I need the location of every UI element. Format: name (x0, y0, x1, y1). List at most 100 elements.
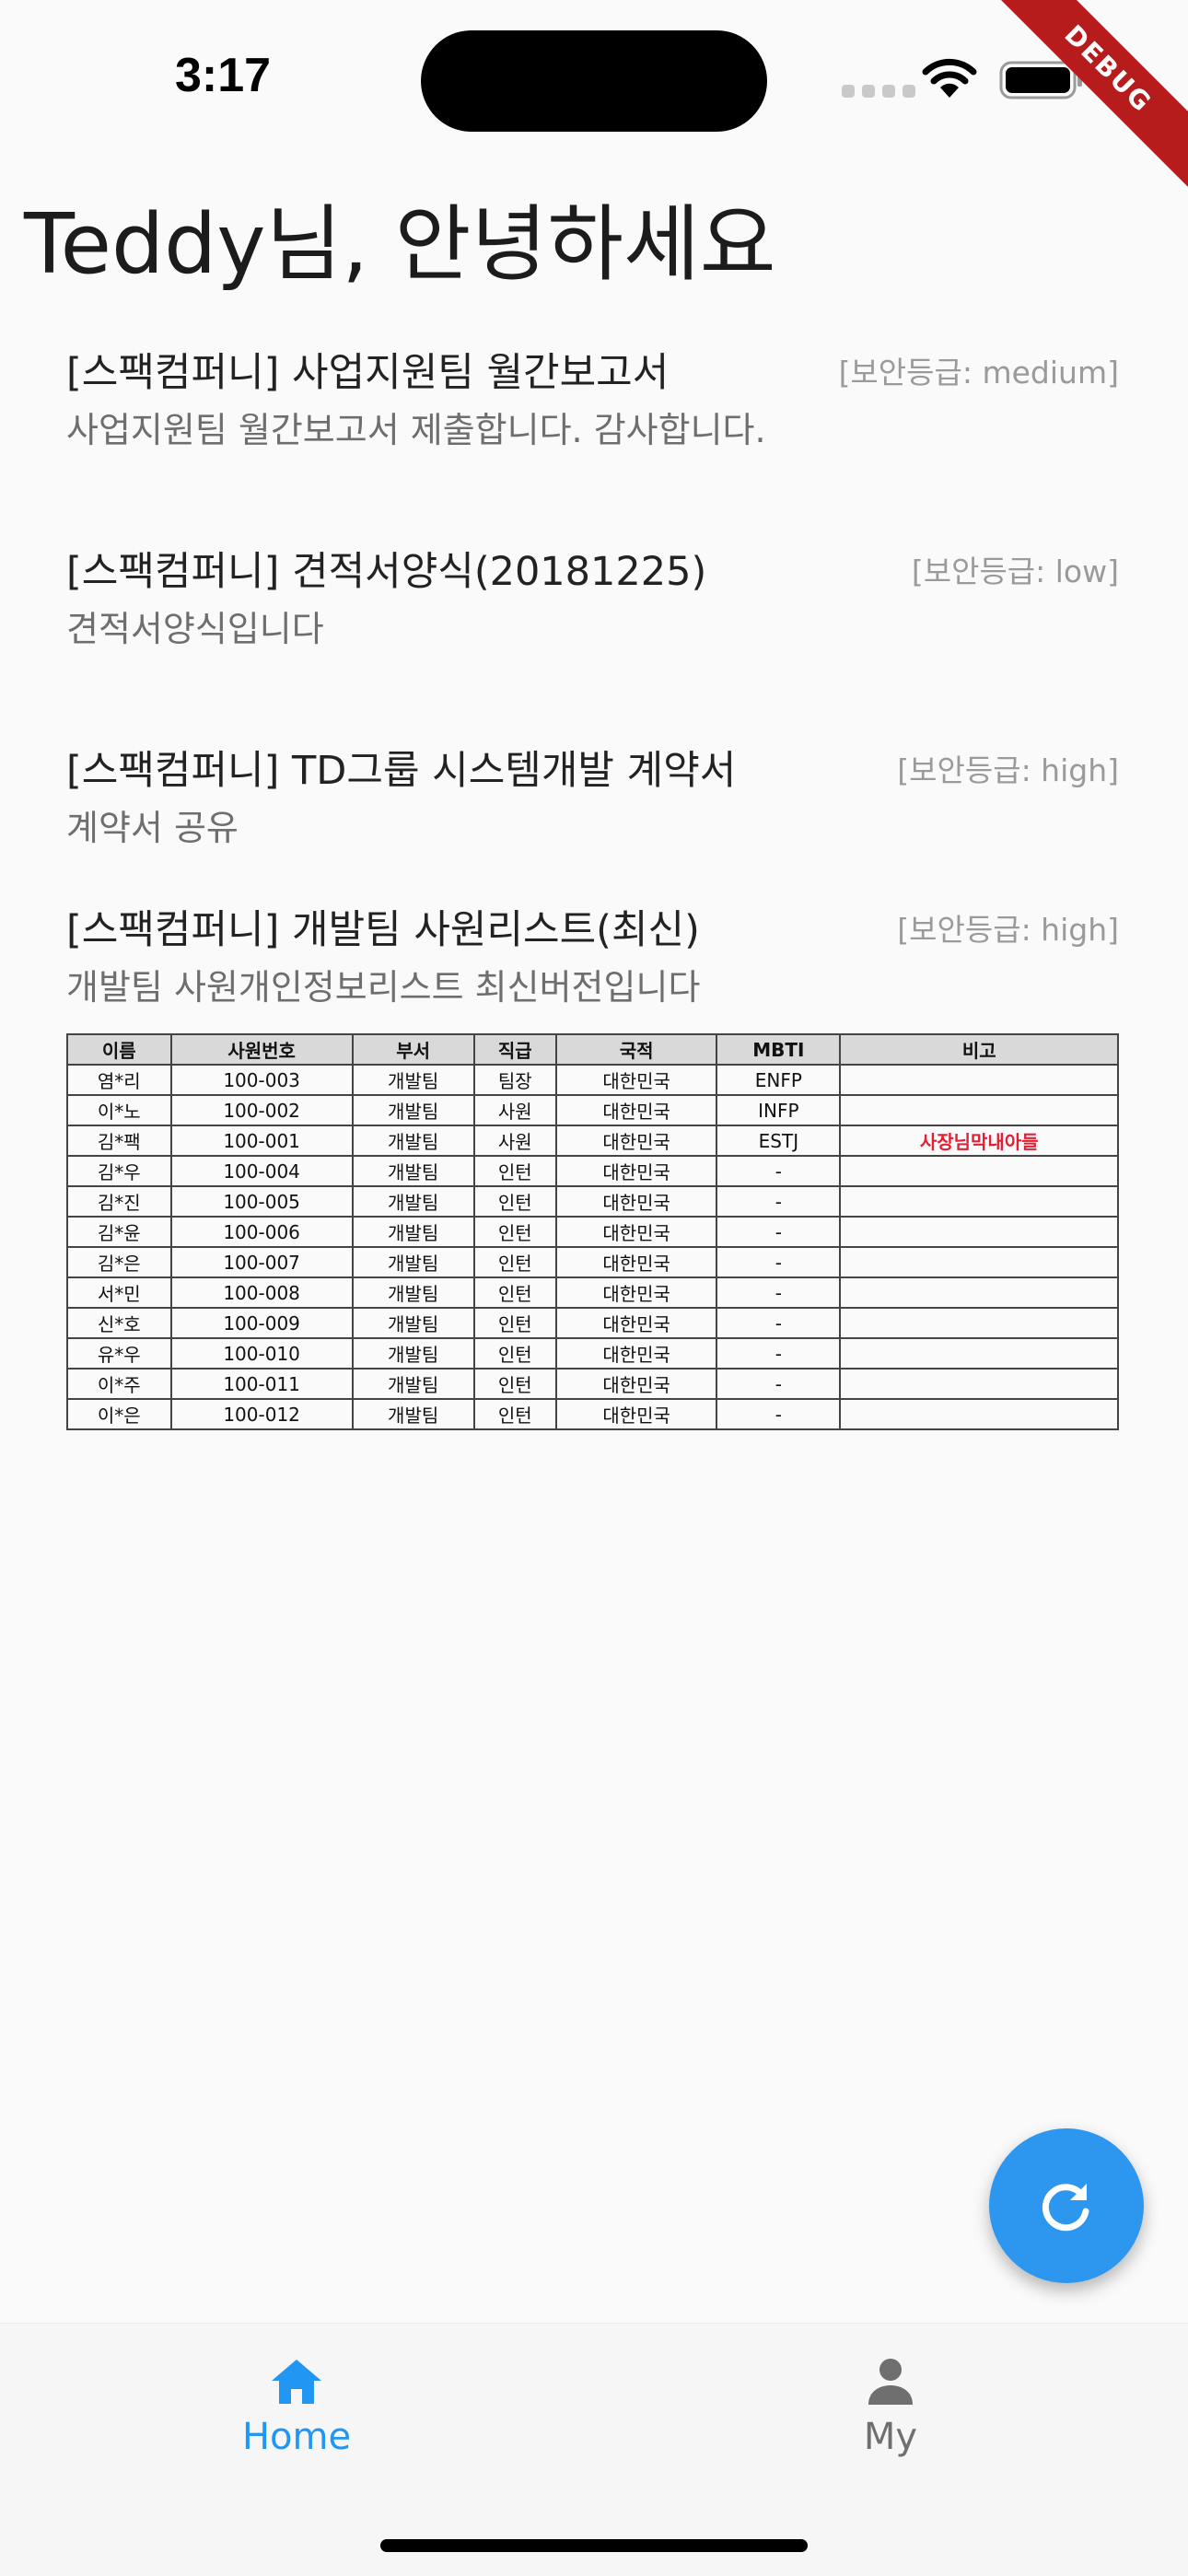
table-header: 이름 (66, 1033, 172, 1066)
security-level: [보안등급: high] (897, 912, 1119, 948)
table-cell: 개발팀 (351, 1246, 475, 1278)
table-cell: 대한민국 (555, 1398, 718, 1430)
table-cell: 100-012 (169, 1398, 354, 1430)
dynamic-island (421, 30, 767, 132)
table-cell: 인턴 (472, 1246, 558, 1278)
status-time: 3:17 (175, 49, 272, 102)
document-description: 견적서양식입니다 (66, 609, 324, 649)
table-cell: 대한민국 (555, 1337, 718, 1370)
document-title: [스팩컴퍼니] 사업지원팀 월간보고서 (66, 350, 670, 396)
table-cell-note: 사장님막내아들 (839, 1125, 1119, 1157)
table-cell-note (839, 1064, 1119, 1096)
table-cell: 100-006 (169, 1216, 354, 1248)
document-description: 사업지원팀 월간보고서 제출합니다. 감사합니다. (66, 410, 766, 450)
table-cell: 100-003 (169, 1064, 354, 1096)
table-cell: 서*민 (66, 1276, 172, 1309)
table-cell: INFP (716, 1094, 842, 1126)
table-row: 이*주 100-011 개발팀 인턴 대한민국 - (66, 1368, 1119, 1400)
bottom-navigation-bar: Home My (0, 2323, 1188, 2576)
table-row: 김*진 100-005 개발팀 인턴 대한민국 - (66, 1185, 1119, 1218)
table-row: 김*우 100-004 개발팀 인턴 대한민국 - (66, 1155, 1119, 1187)
table-cell: ENFP (716, 1064, 842, 1096)
home-icon (272, 2360, 321, 2404)
table-row: 신*호 100-009 개발팀 인턴 대한민국 - (66, 1307, 1119, 1339)
table-cell: 인턴 (472, 1155, 558, 1187)
table-cell: 개발팀 (351, 1398, 475, 1430)
table-cell-note (839, 1246, 1119, 1278)
document-item[interactable]: [스팩컴퍼니] 견적서양식(20181225) [보안등급: low] 견적서양… (66, 540, 1119, 651)
table-cell: - (716, 1185, 842, 1218)
refresh-icon (1042, 2184, 1089, 2232)
table-cell: - (716, 1337, 842, 1370)
table-cell: 인턴 (472, 1368, 558, 1400)
nav-label-home: Home (241, 2416, 352, 2458)
table-cell: 대한민국 (555, 1216, 718, 1248)
table-cell-note (839, 1216, 1119, 1248)
table-header: MBTI (716, 1033, 842, 1066)
battery-icon (999, 61, 1082, 99)
table-cell: - (716, 1155, 842, 1187)
table-header: 사원번호 (169, 1033, 354, 1066)
table-cell: 대한민국 (555, 1185, 718, 1218)
table-cell: 인턴 (472, 1185, 558, 1218)
table-cell: 100-005 (169, 1185, 354, 1218)
security-level: [보안등급: low] (911, 554, 1119, 589)
table-cell: 사원 (472, 1094, 558, 1126)
table-header-row: 이름 사원번호 부서 직급 국적 MBTI 비고 (66, 1033, 1119, 1066)
table-cell-note (839, 1276, 1119, 1309)
table-cell: 신*호 (66, 1307, 172, 1339)
table-row: 이*은 100-012 개발팀 인턴 대한민국 - (66, 1398, 1119, 1430)
table-cell: - (716, 1307, 842, 1339)
table-cell: 사원 (472, 1125, 558, 1157)
table-row: 이*노 100-002 개발팀 사원 대한민국 INFP (66, 1094, 1119, 1126)
table-header: 직급 (472, 1033, 558, 1066)
table-cell: 팀장 (472, 1064, 558, 1096)
table-row: 유*우 100-010 개발팀 인턴 대한민국 - (66, 1337, 1119, 1370)
greeting-title: Teddy님, 안녕하세요 (24, 196, 776, 293)
document-description: 개발팀 사원개인정보리스트 최신버전입니다 (66, 967, 701, 1008)
table-cell: - (716, 1246, 842, 1278)
document-title: [스팩컴퍼니] 견적서양식(20181225) (66, 549, 707, 595)
table-header: 비고 (839, 1033, 1119, 1066)
table-cell: 대한민국 (555, 1307, 718, 1339)
table-cell: 대한민국 (555, 1276, 718, 1309)
table-cell: 대한민국 (555, 1064, 718, 1096)
table-cell: 김*팩 (66, 1125, 172, 1157)
table-cell: 100-004 (169, 1155, 354, 1187)
table-cell: 이*노 (66, 1094, 172, 1126)
table-cell: 개발팀 (351, 1094, 475, 1126)
table-cell-note (839, 1094, 1119, 1126)
document-item[interactable]: [스팩컴퍼니] TD그룹 시스템개발 계약서 [보안등급: high] 계약서 … (66, 739, 1119, 850)
document-title: [스팩컴퍼니] TD그룹 시스템개발 계약서 (66, 748, 737, 794)
table-cell: 개발팀 (351, 1185, 475, 1218)
table-cell: 개발팀 (351, 1064, 475, 1096)
table-cell: - (716, 1276, 842, 1309)
table-cell: 개발팀 (351, 1337, 475, 1370)
table-cell: 100-008 (169, 1276, 354, 1309)
table-cell-note (839, 1185, 1119, 1218)
nav-label-my: My (863, 2416, 918, 2458)
table-cell: 염*리 (66, 1064, 172, 1096)
table-cell: 개발팀 (351, 1125, 475, 1157)
table-cell: - (716, 1398, 842, 1430)
document-title: [스팩컴퍼니] 개발팀 사원리스트(최신) (66, 907, 700, 953)
document-item[interactable]: [스팩컴퍼니] 개발팀 사원리스트(최신) [보안등급: high] 개발팀 사… (66, 898, 1119, 1009)
table-cell: 이*은 (66, 1398, 172, 1430)
document-item[interactable]: [스팩컴퍼니] 사업지원팀 월간보고서 [보안등급: medium] 사업지원팀… (66, 341, 1119, 452)
table-cell: 100-002 (169, 1094, 354, 1126)
table-row: 서*민 100-008 개발팀 인턴 대한민국 - (66, 1276, 1119, 1309)
table-cell: 대한민국 (555, 1368, 718, 1400)
table-cell: 개발팀 (351, 1155, 475, 1187)
table-cell: 대한민국 (555, 1155, 718, 1187)
table-header: 국적 (555, 1033, 718, 1066)
refresh-button[interactable] (989, 2128, 1144, 2283)
table-cell-note (839, 1307, 1119, 1339)
table-row: 김*윤 100-006 개발팀 인턴 대한민국 - (66, 1216, 1119, 1248)
table-cell: 대한민국 (555, 1094, 718, 1126)
table-cell-note (839, 1398, 1119, 1430)
table-cell: 인턴 (472, 1307, 558, 1339)
table-cell: 개발팀 (351, 1216, 475, 1248)
nav-item-home[interactable]: Home (204, 2357, 389, 2458)
table-cell: ESTJ (716, 1125, 842, 1157)
nav-item-my[interactable]: My (798, 2357, 983, 2458)
